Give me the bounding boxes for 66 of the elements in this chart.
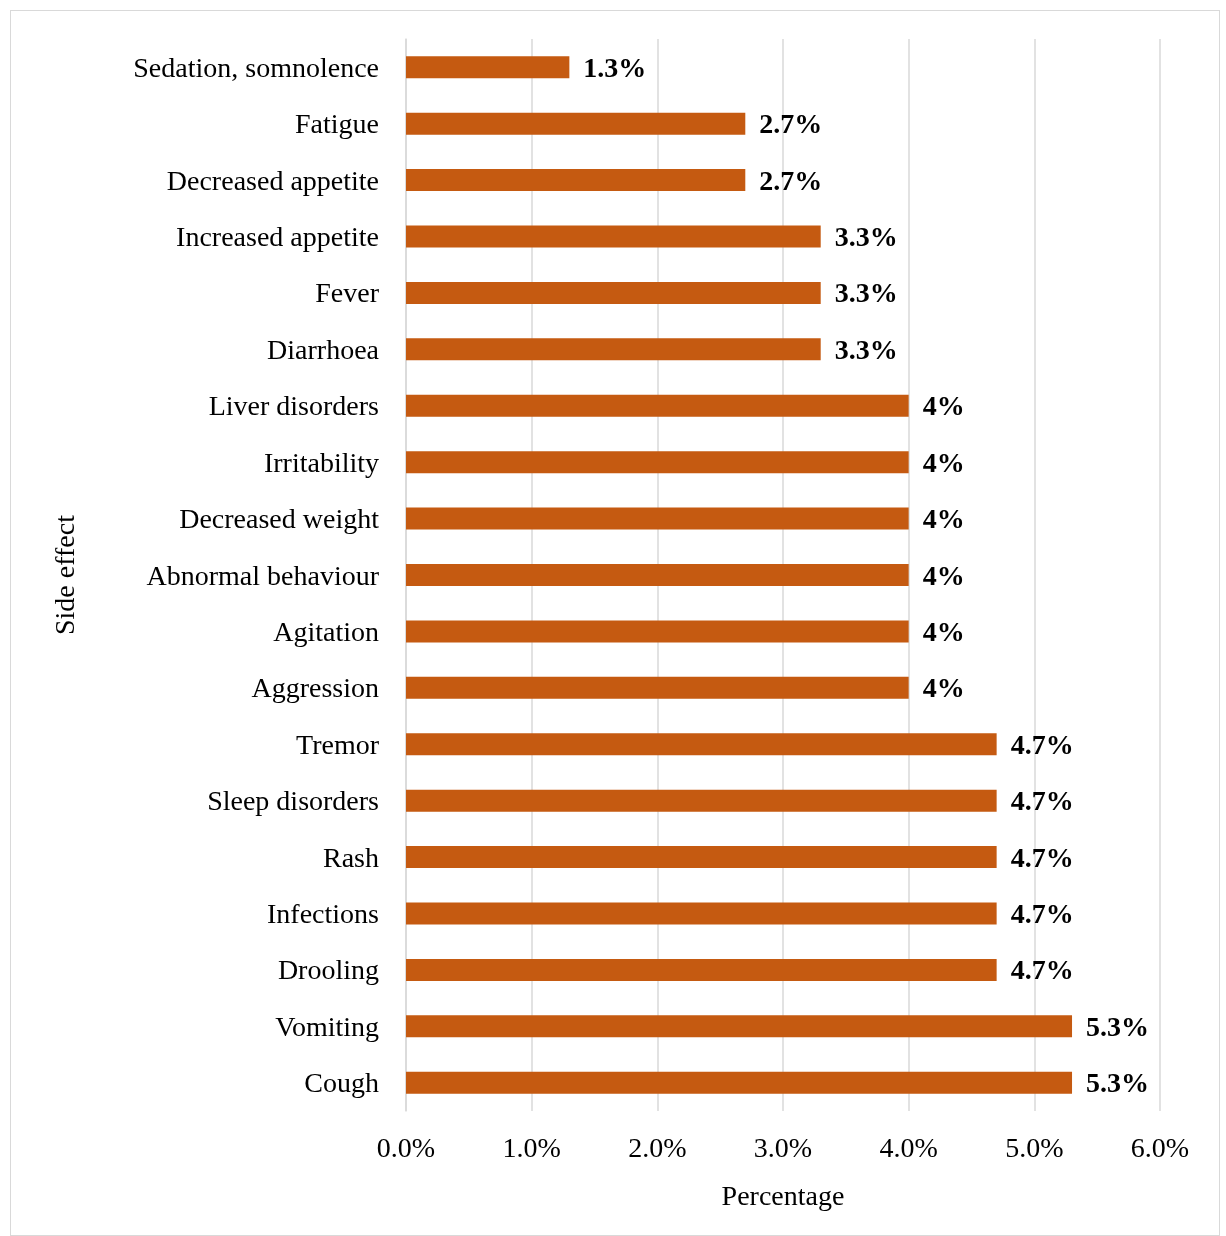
bar [406, 676, 909, 699]
bar [406, 620, 909, 643]
y-tick-label: Abnormal behaviour [146, 559, 380, 591]
data-label: 4.7% [1010, 728, 1074, 760]
data-label: 4% [922, 559, 965, 591]
bar [406, 169, 746, 192]
data-label: 4% [922, 615, 965, 647]
y-tick-label: Fever [315, 277, 380, 309]
bar [406, 112, 746, 135]
y-tick-label: Irritability [263, 446, 379, 478]
y-tick-label: Aggression [251, 672, 379, 704]
y-tick-label: Diarrhoea [267, 333, 380, 365]
x-tick-label: 6.0% [1130, 1131, 1190, 1163]
data-label: 3.3% [834, 333, 898, 365]
x-tick-label: 2.0% [628, 1131, 687, 1163]
y-tick-label: Tremor [296, 728, 380, 760]
data-label: 1.3% [583, 51, 647, 83]
data-label: 2.7% [759, 108, 823, 140]
data-label: 4% [922, 503, 965, 535]
y-tick-label: Sedation, somnolence [133, 51, 379, 83]
data-label: 4.7% [1010, 954, 1074, 986]
bar [406, 507, 909, 530]
data-label: 4% [922, 446, 965, 478]
data-label: 4.7% [1010, 785, 1074, 817]
y-tick-label: Drooling [277, 954, 379, 986]
y-tick-label: Cough [304, 1067, 379, 1099]
data-label: 2.7% [759, 164, 823, 196]
x-tick-label: 5.0% [1005, 1131, 1064, 1163]
data-label: 4.7% [1010, 841, 1074, 873]
bar [406, 1071, 1073, 1094]
x-tick-label: 0.0% [376, 1131, 436, 1163]
y-tick-label: Rash [323, 841, 379, 873]
x-tick-label: 1.0% [502, 1131, 561, 1163]
y-tick-label: Agitation [273, 615, 379, 647]
bar [406, 338, 821, 361]
data-label: 3.3% [834, 220, 898, 252]
bar [406, 56, 570, 79]
data-label: 5.3% [1086, 1067, 1150, 1099]
bar [406, 451, 909, 474]
data-label: 4.7% [1010, 898, 1074, 930]
bar [406, 958, 997, 981]
y-tick-label: Vomiting [275, 1010, 379, 1042]
y-tick-label: Decreased weight [179, 503, 380, 535]
data-label: 5.3% [1086, 1010, 1150, 1042]
x-axis-title: Percentage [721, 1179, 845, 1211]
data-label: 4% [922, 672, 965, 704]
x-tick-label: 4.0% [879, 1131, 938, 1163]
bar [406, 1015, 1073, 1038]
bar [406, 394, 909, 417]
y-tick-label: Fatigue [295, 108, 379, 140]
y-tick-label: Infections [267, 898, 379, 930]
y-tick-label: Increased appetite [176, 220, 379, 252]
bar [406, 564, 909, 586]
x-tick-label: 3.0% [753, 1131, 813, 1163]
data-label: 4% [922, 390, 965, 422]
data-label: 3.3% [834, 277, 898, 309]
bar [406, 902, 997, 925]
y-tick-label: Decreased appetite [166, 164, 379, 196]
bar [406, 789, 997, 812]
bar [406, 733, 997, 756]
bar [406, 281, 821, 304]
y-tick-label: Liver disorders [208, 390, 379, 422]
bar [406, 225, 821, 248]
y-axis-title: Side effect [48, 514, 80, 635]
bar [406, 846, 997, 869]
y-tick-label: Sleep disorders [207, 785, 379, 817]
